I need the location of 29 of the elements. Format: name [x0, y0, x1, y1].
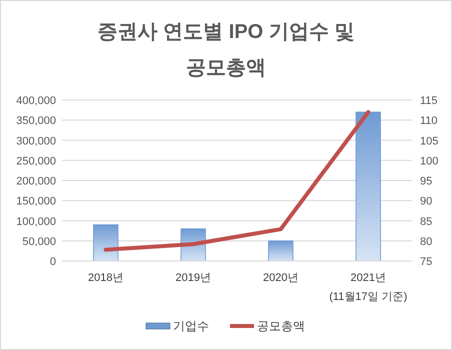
y-tick-label: 350,000 [16, 115, 56, 128]
y2-tick-label: 110 [420, 115, 438, 128]
y2-tick-label: 90 [420, 196, 432, 208]
y2-tick-label: 100 [420, 155, 438, 168]
y-tick-label: 300,000 [16, 135, 56, 148]
y-tick-label: 0 [50, 256, 56, 268]
y2-tick-label: 80 [420, 236, 432, 248]
bar [356, 112, 381, 262]
y-tick-label: 150,000 [16, 196, 56, 208]
x-tick-label: 2019년 [176, 272, 211, 284]
y2-tick-label: 95 [420, 176, 432, 188]
y2-tick-label: 105 [420, 135, 438, 148]
y-tick-label: 400,000 [16, 95, 56, 107]
x-tick-label: 2021년 (11월17일 기준) [329, 272, 408, 303]
y-tick-label: 200,000 [16, 176, 56, 188]
y2-tick-label: 85 [420, 216, 432, 228]
bar [93, 224, 118, 262]
y2-tick-label: 75 [420, 256, 432, 268]
line-series [104, 110, 370, 252]
y2-tick-label: 115 [420, 95, 438, 107]
legend-label: 공모총액 [257, 319, 305, 333]
chart-title: 증권사 연도별 IPO 기업수 및 공모총액 [98, 21, 354, 79]
y-tick-label: 250,000 [16, 155, 56, 168]
x-tick-label: 2020년 [263, 272, 298, 284]
legend-label: 기업수 [173, 319, 209, 333]
bar [268, 240, 294, 262]
x-tick-label: 2018년 [88, 272, 124, 284]
y-tick-label: 50,000 [22, 236, 56, 248]
y-tick-label: 100,000 [16, 216, 56, 228]
